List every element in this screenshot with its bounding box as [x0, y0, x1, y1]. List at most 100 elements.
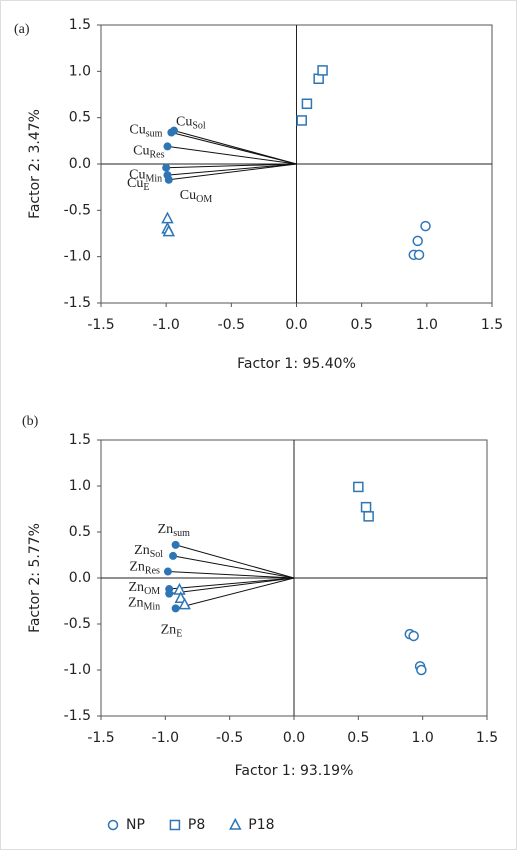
loading-point [164, 175, 173, 184]
loading-label-sub: E [176, 629, 182, 640]
y-tick-label: 0.0 [69, 156, 91, 172]
square-point [169, 819, 181, 831]
loading-label-sub: OM [196, 194, 212, 205]
y-tick-label: 0.5 [69, 524, 91, 540]
legend-label: P8 [188, 817, 205, 833]
square-point [363, 511, 374, 522]
panel-label: (b) [22, 414, 39, 429]
loading-label-sub: Sol [192, 121, 206, 132]
loading-vector [167, 571, 295, 579]
y-tick-label: 0.5 [69, 110, 91, 126]
circle-point [412, 235, 423, 247]
loading-vector [167, 163, 297, 176]
x-tick-label: -0.5 [218, 317, 245, 333]
loading-label-main: Cu [129, 168, 145, 183]
x-tick-label: -1.0 [153, 317, 180, 333]
loading-label: ZnRes [129, 560, 160, 577]
loading-label: ZnOM [129, 580, 161, 597]
x-tick-label: 0.5 [347, 730, 369, 746]
loading-label-main: Zn [129, 560, 145, 575]
loading-label-main: Zn [134, 543, 150, 558]
loading-point [169, 551, 178, 560]
x-tick-label: -1.0 [152, 730, 179, 746]
square-point [301, 98, 313, 110]
loading-vector [172, 555, 295, 579]
loading-label: CuRes [133, 144, 164, 161]
loading-vector [173, 130, 297, 165]
circle-point [420, 220, 431, 232]
square-point [317, 65, 328, 76]
x-tick-label: -0.5 [216, 730, 243, 746]
y-tick-label: -1.0 [64, 662, 91, 678]
loading-label-sub: OM [144, 586, 160, 597]
x-axis-title: Factor 1: 93.19% [235, 763, 354, 779]
square-point [296, 115, 307, 126]
loading-point [163, 142, 172, 151]
x-axis-title: Factor 1: 95.40% [237, 356, 356, 372]
y-tick-label: -0.5 [64, 616, 91, 632]
loading-label-main: Zn [128, 596, 144, 611]
circle-point [416, 664, 427, 676]
x-tick-label: 1.0 [412, 730, 434, 746]
circle-point [107, 819, 119, 831]
x-tick-label: 1.5 [476, 730, 498, 746]
x-tick-label: 1.5 [481, 317, 503, 333]
square-point [353, 481, 364, 493]
x-tick-label: -1.5 [87, 317, 114, 333]
loading-label-sub: E [143, 182, 149, 193]
loading-label: Cusum [129, 123, 162, 140]
loading-label-main: Cu [127, 176, 143, 191]
y-tick-label: -1.5 [64, 708, 91, 724]
loading-point [162, 163, 171, 172]
loading-vector [167, 145, 297, 165]
loading-label-sub: Min [145, 174, 162, 185]
loading-vector [169, 577, 295, 590]
loading-label-main: Zn [129, 580, 145, 595]
loading-label-main: Cu [180, 188, 196, 203]
loading-vector [175, 577, 295, 609]
loading-label: CuOM [180, 188, 213, 205]
panel-label: (a) [14, 22, 30, 37]
loading-label: ZnE [161, 623, 183, 640]
x-tick-label: 0.5 [351, 317, 373, 333]
circle-point [413, 249, 425, 261]
loading-point [165, 589, 174, 598]
loading-label: Znsum [158, 522, 190, 539]
x-tick-label: 1.0 [416, 317, 438, 333]
loading-label: CuMin [129, 168, 162, 185]
loading-label: ZnSol [134, 543, 163, 560]
circle-point [408, 630, 419, 642]
loading-label-sub: Res [149, 150, 164, 161]
loading-vector [175, 544, 295, 579]
loading-point [163, 567, 172, 576]
x-tick-label: 0.0 [283, 730, 305, 746]
y-tick-label: 0.0 [69, 570, 91, 586]
y-tick-label: 1.5 [69, 17, 91, 33]
y-tick-label: -1.5 [64, 295, 91, 311]
y-tick-label: -1.0 [64, 249, 91, 265]
loading-label-sub: Res [145, 566, 160, 577]
loading-label-main: Zn [158, 522, 174, 537]
loading-label-sub: Sol [150, 549, 164, 560]
loading-point [171, 540, 180, 549]
loading-label-sub: Min [144, 602, 161, 613]
y-axis-title: Factor 2: 3.47% [27, 109, 43, 219]
loading-vector [166, 163, 297, 169]
loading-point [171, 604, 180, 613]
legend-label: NP [126, 817, 145, 833]
loading-label-sub: sum [173, 528, 190, 539]
loading-vector [168, 163, 297, 181]
y-tick-label: -0.5 [64, 202, 91, 218]
loading-label: CuSol [176, 115, 206, 132]
square-point [360, 501, 372, 513]
y-tick-label: 1.0 [69, 478, 91, 494]
y-tick-label: 1.5 [69, 432, 91, 448]
triangle-point [229, 817, 242, 830]
loading-label-sub: sum [146, 129, 163, 140]
loading-label-main: Cu [133, 144, 149, 159]
y-tick-label: 1.0 [69, 63, 91, 79]
loading-label-main: Cu [129, 123, 145, 138]
loading-label-main: Cu [176, 115, 192, 130]
